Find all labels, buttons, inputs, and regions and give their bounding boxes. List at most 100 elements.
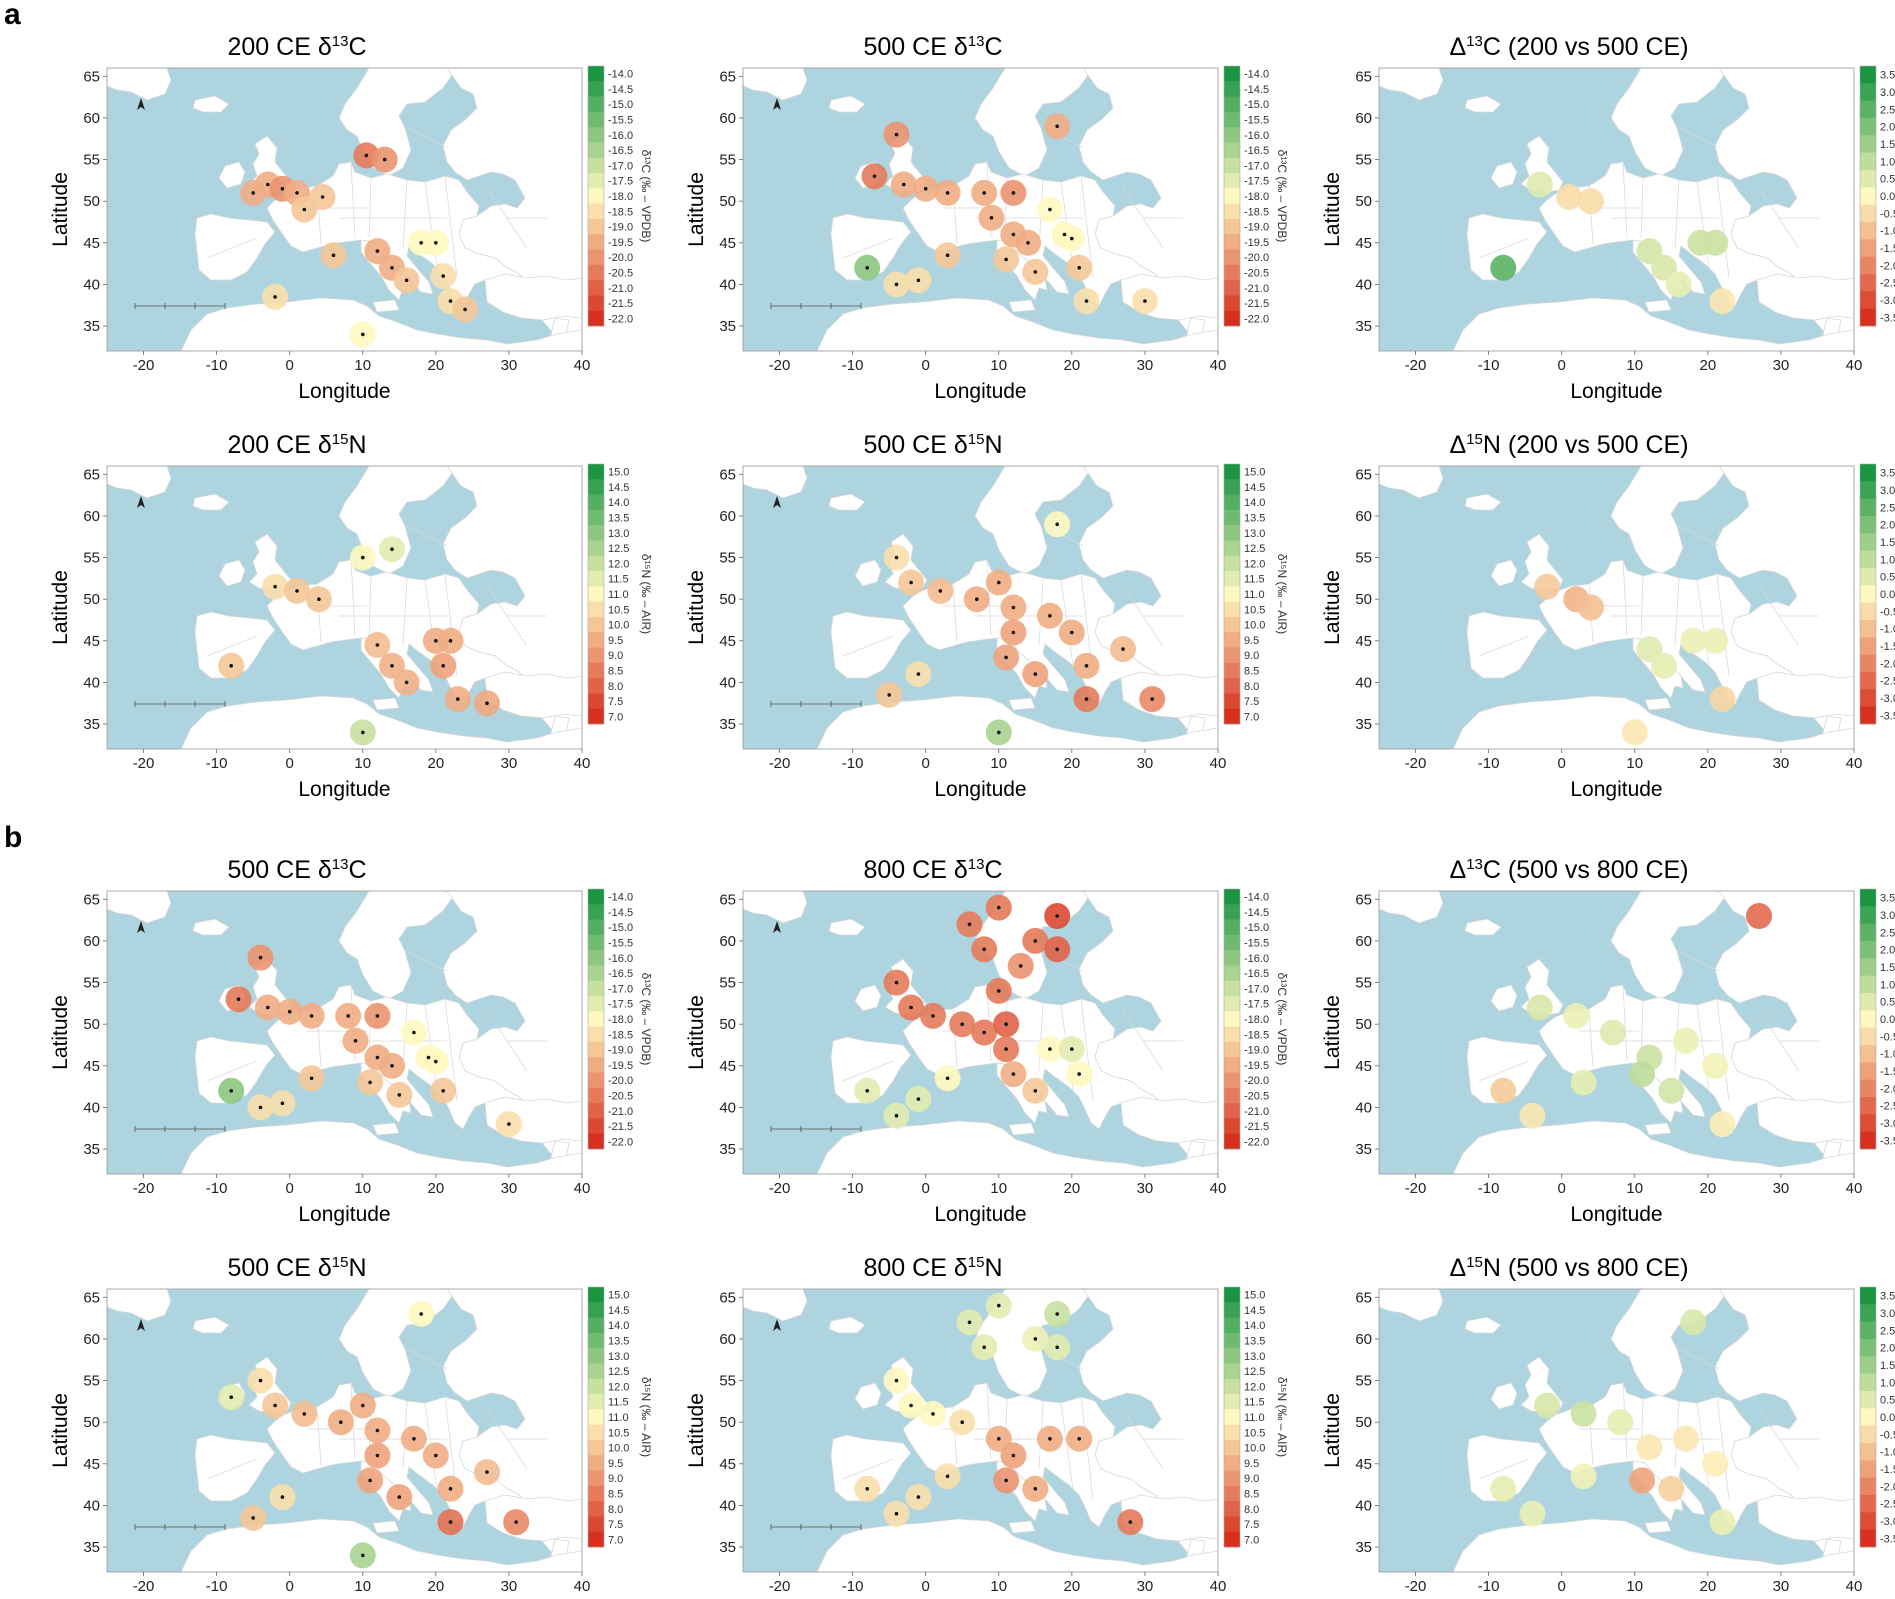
legend-tick-label: -21.0 <box>608 283 633 295</box>
legend-tick-label: 12.0 <box>1244 1381 1265 1393</box>
x-tick-label: 0 <box>286 755 294 772</box>
x-tick-label: -10 <box>842 755 864 772</box>
legend-tick-label: -18.5 <box>608 206 633 218</box>
site-point <box>997 905 1001 910</box>
legend-swatch <box>1224 601 1240 618</box>
legend-swatch <box>1860 1045 1876 1063</box>
legend-tick-label: -22.0 <box>1244 313 1269 325</box>
site-point <box>412 1030 416 1035</box>
legend-tick-label: 8.5 <box>608 1488 623 1500</box>
legend-swatch <box>588 295 604 312</box>
site-area <box>1599 1019 1626 1046</box>
color-legend: 3.5 3.0 2.5 2.0 1.5 1.0 0.5 0.0 -0.5 -1.0 -1.5 -2.0… <box>1859 65 1895 327</box>
site-point <box>339 1420 343 1424</box>
map-panel-8: 800 CE δ13C -20 -10 0 10 20 30 40 35 40 45 50 55 60 65… <box>685 856 1289 1226</box>
site-point <box>375 1453 380 1458</box>
x-axis-label: Longitude <box>1570 380 1662 403</box>
site-area <box>1680 1309 1707 1336</box>
legend-swatch <box>588 127 604 143</box>
x-tick-label: 30 <box>501 1180 518 1197</box>
y-tick-label: 40 <box>83 1497 100 1514</box>
legend-swatch <box>1224 1424 1240 1441</box>
legend-swatch <box>1860 1304 1876 1323</box>
legend-swatch <box>1860 1460 1876 1479</box>
y-tick-label: 50 <box>719 591 736 608</box>
x-tick-label: 30 <box>1773 357 1790 374</box>
legend-swatch <box>1860 672 1876 690</box>
site-point <box>975 597 979 601</box>
legend-swatch <box>1860 498 1876 517</box>
legend-tick-label: 12.5 <box>608 543 629 555</box>
x-tick-label: -10 <box>206 357 228 374</box>
legend-swatch <box>1224 586 1240 603</box>
legend-tick-label: -2.0 <box>1880 658 1895 670</box>
legend-tick-label: 2.5 <box>1880 104 1895 116</box>
legend-tick-label: -0.5 <box>1880 208 1895 220</box>
site-point <box>251 1516 255 1520</box>
site-point <box>909 1005 913 1010</box>
legend-tick-label: 14.0 <box>608 497 629 509</box>
x-tick-label: 10 <box>990 1578 1007 1595</box>
north-arrow-icon <box>773 496 781 508</box>
legend-tick-label: 15.0 <box>1244 1290 1265 1302</box>
site-point <box>1011 630 1016 635</box>
legend-title: δ¹³C (‰ – VPDB) <box>1275 973 1289 1066</box>
legend-tick-label: -0.5 <box>1880 1429 1895 1441</box>
x-tick-label: 30 <box>501 1578 518 1595</box>
legend-swatch <box>588 1348 604 1364</box>
site-point <box>909 580 913 585</box>
legend-tick-label: 10.5 <box>608 1427 629 1439</box>
legend-tick-label: 13.5 <box>1244 513 1265 525</box>
legend-swatch <box>1224 1011 1240 1028</box>
x-tick-label: -20 <box>1405 357 1427 374</box>
site-point <box>426 1055 431 1060</box>
legend-swatch <box>1860 204 1876 223</box>
site-point <box>1077 266 1081 270</box>
legend-tick-label: -18.0 <box>1244 191 1269 203</box>
y-tick-label: 40 <box>719 1497 736 1514</box>
legend-swatch <box>1860 1114 1876 1133</box>
legend-tick-label: -22.0 <box>608 1136 633 1148</box>
y-tick-label: 65 <box>1355 1289 1372 1306</box>
legend-swatch <box>588 188 604 205</box>
site-point <box>434 639 438 643</box>
y-tick-label: 45 <box>1355 633 1372 650</box>
legend-tick-label: 10.5 <box>608 604 629 616</box>
site-point <box>368 1080 372 1085</box>
x-tick-label: 20 <box>1064 1578 1081 1595</box>
legend-tick-label: -1.5 <box>1880 243 1895 255</box>
site-point <box>1011 1453 1016 1458</box>
x-axis-label: Longitude <box>298 380 390 403</box>
legend-tick-label: -17.0 <box>1244 160 1269 172</box>
y-tick-label: 65 <box>719 1289 736 1306</box>
site-point <box>1004 1478 1008 1483</box>
legend-swatch <box>1860 239 1876 258</box>
y-tick-label: 45 <box>83 633 100 650</box>
site-point <box>1004 1047 1008 1051</box>
site-point <box>463 307 467 312</box>
site-point <box>931 1014 935 1018</box>
legend-swatch <box>1224 1439 1240 1456</box>
site-point <box>1048 1047 1052 1051</box>
legend-swatch <box>1860 1027 1876 1046</box>
site-point <box>434 241 438 245</box>
x-axis-label: Longitude <box>1570 1203 1662 1226</box>
legend-tick-label: 1.0 <box>1880 979 1895 991</box>
y-tick-label: 40 <box>83 276 100 293</box>
y-tick-label: 60 <box>83 933 100 950</box>
scale-bar-icon <box>134 701 226 707</box>
legend-swatch <box>1224 1317 1240 1334</box>
legend-tick-label: 0.0 <box>1880 589 1895 601</box>
x-tick-label: 30 <box>1137 1578 1154 1595</box>
legend-tick-label: -20.5 <box>608 267 633 279</box>
x-tick-label: 20 <box>1064 755 1081 772</box>
legend-swatch <box>588 1424 604 1441</box>
legend-swatch <box>1224 1516 1240 1533</box>
color-legend: 3.5 3.0 2.5 2.0 1.5 1.0 0.5 0.0 -0.5 -1.0 -1.5 -2.0… <box>1859 888 1895 1150</box>
site-point <box>397 1495 402 1499</box>
x-tick-label: 0 <box>1558 1180 1566 1197</box>
site-point <box>894 1113 899 1118</box>
site-point <box>1055 1345 1059 1350</box>
legend-tick-label: 3.0 <box>1880 87 1895 99</box>
site-point <box>361 1403 365 1408</box>
